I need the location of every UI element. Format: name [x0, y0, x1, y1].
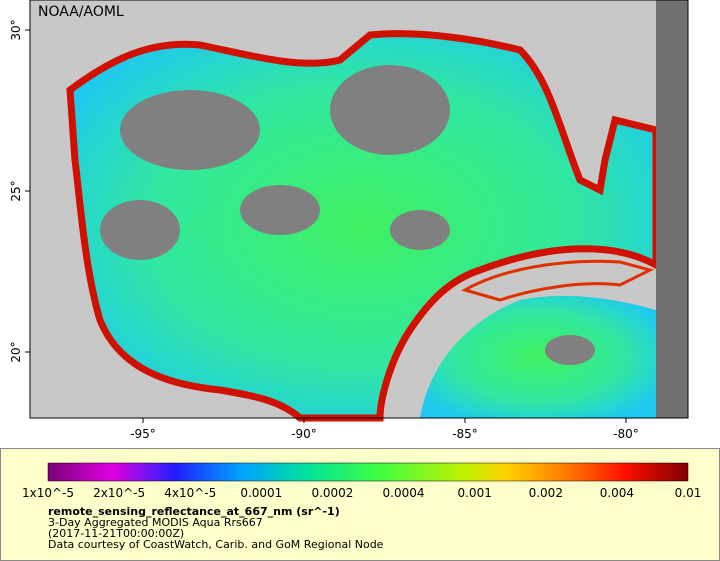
colorbar-label: 0.0001 — [240, 486, 282, 500]
lon-axis: -95° -90° -85° -80° — [130, 418, 639, 441]
lon-label: -80° — [613, 427, 639, 441]
map: NOAA/AOML — [29, 0, 689, 422]
colorbar-label: 0.0004 — [383, 486, 425, 500]
cloud-gaps — [100, 65, 595, 365]
caribbean-water — [420, 295, 656, 418]
colorbar-label: 2x10^-5 — [93, 486, 145, 500]
colorbar-label: 0.0002 — [311, 486, 353, 500]
lat-label: 25° — [9, 180, 23, 201]
map-frame — [29, 0, 689, 419]
lon-label: -95° — [130, 427, 156, 441]
credit: NOAA/AOML — [38, 4, 124, 20]
colorbar-label: 1x10^-5 — [22, 486, 74, 500]
cuba — [461, 259, 655, 302]
time: (2017-11-21T00:00:00Z) — [48, 527, 184, 540]
source: Data courtesy of CoastWatch, Carib. and … — [48, 538, 384, 551]
lat-axis: 30° 25° 20° — [9, 19, 30, 363]
lon-label: -90° — [291, 427, 317, 441]
colorbar-ticks: 1x10^-5 2x10^-5 4x10^-5 0.0001 0.0002 0.0004 0… — [22, 486, 701, 500]
colorbar — [47, 462, 689, 482]
product: 3-Day Aggregated MODIS Aqua Rrs667 — [48, 516, 263, 529]
colorbar-label: 0.01 — [675, 486, 702, 500]
lon-label: -85° — [452, 427, 478, 441]
variable: remote_sensing_reflectance_at_667_nm (sr… — [48, 505, 340, 518]
colorbar-label: 0.002 — [529, 486, 563, 500]
no-data — [656, 0, 688, 418]
colorbar-label: 4x10^-5 — [164, 486, 216, 500]
lat-label: 30° — [9, 19, 23, 40]
colorbar-label: 0.001 — [457, 486, 491, 500]
lat-label: 20° — [9, 341, 23, 362]
colorbar-label: 0.004 — [600, 486, 634, 500]
